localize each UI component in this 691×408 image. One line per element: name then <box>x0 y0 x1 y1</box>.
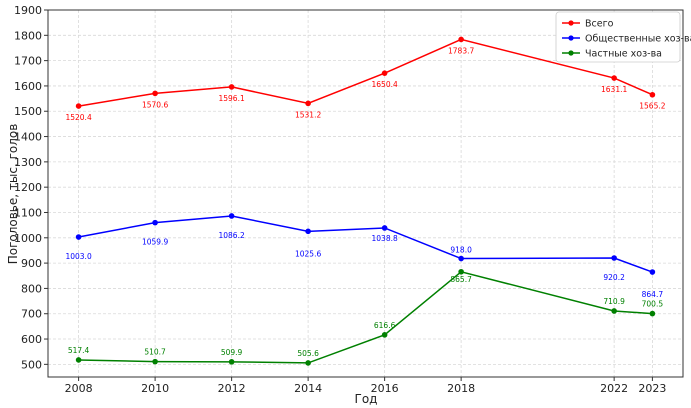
data-label: 918.0 <box>450 246 472 255</box>
data-label: 864.7 <box>642 290 664 299</box>
y-tick-label: 1800 <box>14 29 42 42</box>
plot-frame <box>47 9 684 378</box>
legend-entry: Частные хоз-ва <box>585 49 662 60</box>
y-tick-label: 500 <box>21 358 42 371</box>
data-label: 700.5 <box>642 300 664 309</box>
data-label: 1003.0 <box>65 252 91 261</box>
legend-marker <box>568 35 574 41</box>
data-point <box>381 225 388 231</box>
data-point <box>458 255 464 262</box>
legend-box <box>555 11 681 63</box>
legend-marker <box>568 20 574 26</box>
y-axis-title: Поголовье, тыс. голов <box>6 124 20 265</box>
legend-entry: Общественные хоз-ва <box>585 34 691 45</box>
data-label: 1596.1 <box>218 94 244 103</box>
data-point <box>305 228 311 235</box>
series-line <box>78 38 653 107</box>
data-point <box>649 310 656 317</box>
y-tick-label: 1000 <box>14 232 42 245</box>
x-tick-label: 2008 <box>65 382 93 395</box>
y-tick-label: 900 <box>21 257 42 270</box>
y-tick-label: 600 <box>21 333 42 346</box>
data-point <box>611 308 617 314</box>
data-point <box>228 84 235 90</box>
data-label: 509.9 <box>221 348 243 357</box>
y-tick-label: 1100 <box>14 206 42 219</box>
data-label: 1025.6 <box>295 249 321 258</box>
x-tick-label: 2016 <box>371 382 399 395</box>
legend-marker <box>568 50 574 56</box>
data-point <box>611 255 617 261</box>
data-label: 710.9 <box>603 297 625 306</box>
data-point <box>381 332 388 338</box>
y-tick-label: 1200 <box>14 181 42 194</box>
data-label: 517.4 <box>68 346 90 355</box>
y-tick-label: 1400 <box>14 131 42 144</box>
y-tick-label: 800 <box>21 282 42 295</box>
data-label: 1631.1 <box>601 85 627 94</box>
data-label: 1565.2 <box>639 102 665 111</box>
y-tick-label: 700 <box>21 308 42 321</box>
data-point <box>75 103 82 109</box>
data-point <box>381 70 388 76</box>
series-line <box>78 270 653 364</box>
data-point <box>305 100 311 107</box>
data-point <box>649 91 656 98</box>
x-tick-label: 2010 <box>141 382 169 395</box>
y-tick-label: 1500 <box>14 105 42 118</box>
data-label: 1086.2 <box>218 231 244 240</box>
data-labels: 1520.4 1570.6 1596.1 1531.2 1650.4 1783.7 1631… <box>65 46 665 357</box>
y-axis: 500 600 700 800 900 1000 1100 1200 1300 1400 1500 1… <box>14 4 48 371</box>
data-label: 1570.6 <box>142 100 168 109</box>
data-label: 1650.4 <box>372 80 398 89</box>
series-group <box>75 36 656 366</box>
data-point <box>228 359 235 365</box>
data-label: 865.7 <box>450 275 472 284</box>
data-point <box>305 360 311 366</box>
data-label: 1520.4 <box>65 113 91 122</box>
data-point <box>458 268 464 275</box>
grid <box>48 9 683 377</box>
data-label: 1531.2 <box>295 110 321 119</box>
data-label: 1059.9 <box>142 238 168 247</box>
data-label: 505.6 <box>297 349 319 358</box>
x-axis: 2008 2010 2012 2014 2016 2018 2022 2023 <box>65 377 666 395</box>
series-line <box>78 215 653 273</box>
y-tick-label: 1900 <box>14 4 42 17</box>
legend: Всего Общественные хоз-ва Частные хоз-ва <box>555 11 691 63</box>
data-point <box>458 36 464 43</box>
data-point <box>152 219 158 226</box>
data-label: 920.2 <box>603 273 625 282</box>
x-tick-label: 2022 <box>600 382 628 395</box>
data-label: 616.6 <box>374 321 396 330</box>
data-point <box>75 234 82 240</box>
data-point <box>152 358 158 365</box>
legend-entry: Всего <box>585 19 614 30</box>
data-label: 1038.8 <box>372 234 398 243</box>
data-point <box>152 90 158 97</box>
y-tick-label: 1600 <box>14 80 42 93</box>
data-point <box>649 269 656 275</box>
x-tick-label: 2023 <box>638 382 666 395</box>
data-point <box>611 75 617 81</box>
y-tick-label: 1300 <box>14 156 42 169</box>
data-point <box>228 213 235 219</box>
x-tick-label: 2012 <box>218 382 246 395</box>
y-tick-label: 1700 <box>14 55 42 68</box>
data-label: 1783.7 <box>448 46 474 55</box>
data-point <box>75 357 82 363</box>
x-tick-label: 2018 <box>447 382 475 395</box>
x-axis-title: Год <box>355 392 378 406</box>
x-tick-label: 2014 <box>294 382 322 395</box>
data-label: 510.7 <box>144 348 166 357</box>
